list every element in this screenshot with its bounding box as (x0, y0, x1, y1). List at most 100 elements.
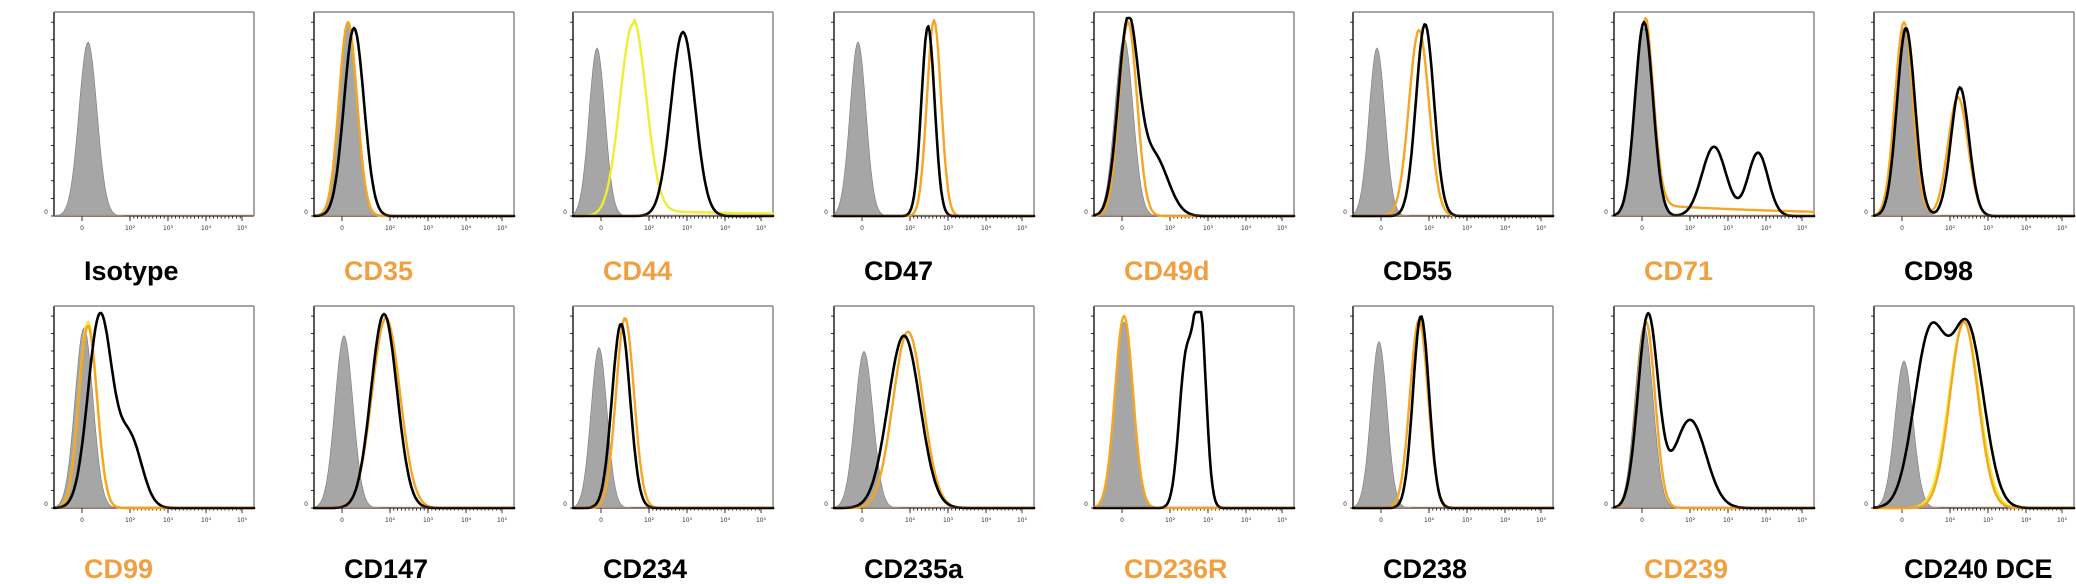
isotype-histogram (53, 41, 254, 217)
x-tick-label: 0 (1640, 517, 1644, 524)
panel-label: CD49d (1124, 256, 1210, 286)
x-tick-label: 10⁴ (2021, 517, 2032, 524)
x-tick-label: 10⁴ (720, 517, 731, 524)
black-histogram-curve (571, 30, 775, 218)
black-histogram-curve (1872, 317, 2076, 510)
black-histogram-curve (1612, 20, 1816, 218)
histogram-panel-cd234: 0 10² 10³ 10⁴ 10⁵ 0 CD234 (563, 305, 775, 584)
x-tick-label: 10³ (1723, 225, 1734, 232)
panel-label: CD98 (1904, 256, 1973, 286)
y-tick-label: 0 (1343, 501, 1347, 508)
x-tick-label: 0 (1379, 225, 1383, 232)
histogram-panel-cd239: 0 10² 10³ 10⁴ 10⁵ 0 CD239 (1604, 305, 1816, 584)
histogram-panel-cd235a: 0 10² 10³ 10⁴ 10⁵ 0 CD235a (824, 305, 1036, 584)
x-tick-label: 10⁵ (237, 225, 248, 232)
histogram-panel-cd236r: 0 10² 10³ 10⁴ 10⁵ 0 CD236R (1084, 305, 1296, 584)
x-tick-label: 10² (905, 225, 916, 232)
x-tick-label: 10² (905, 517, 916, 524)
x-tick-label: 10⁵ (1277, 225, 1288, 232)
x-tick-label: 10⁴ (1500, 517, 1511, 524)
isotype-histogram (572, 47, 773, 217)
x-tick-label: 10² (1424, 225, 1435, 232)
histogram-panel-cd49d: 0 10² 10³ 10⁴ 10⁵ 0 CD49d (1084, 11, 1296, 286)
x-tick-label: 10³ (943, 225, 954, 232)
black-histogram-curve (1612, 311, 1816, 510)
black-histogram-curve (1092, 310, 1296, 510)
x-tick-label: 10⁴ (461, 517, 472, 524)
panel-label: CD240 DCE (1904, 554, 2053, 584)
x-tick-label: 10⁵ (756, 517, 767, 524)
panel-label: CD55 (1383, 256, 1452, 286)
x-tick-label: 10⁴ (201, 517, 212, 524)
x-tick-label: 10⁵ (1277, 517, 1288, 524)
panel-label: CD236R (1124, 554, 1228, 584)
y-tick-label: 0 (304, 501, 308, 508)
panel-label: CD47 (864, 256, 933, 286)
histogram-panel-cd35: 0 10² 10³ 10⁴ 10⁵ 0 CD35 (304, 11, 516, 286)
histogram-panel-cd98: 0 10² 10³ 10⁴ 10⁵ 0 CD98 (1864, 11, 2076, 286)
isotype-histogram (1352, 341, 1553, 509)
y-tick-label: 0 (1604, 209, 1608, 216)
x-tick-label: 10² (125, 225, 136, 232)
x-tick-label: 10⁵ (1536, 225, 1547, 232)
x-tick-label: 0 (860, 225, 864, 232)
x-tick-label: 10³ (1983, 517, 1994, 524)
black-histogram-curve (1351, 23, 1555, 218)
panel-label: CD35 (344, 256, 413, 286)
y-tick-label: 0 (563, 501, 567, 508)
black-histogram-curve (52, 311, 256, 510)
x-tick-label: 10³ (423, 517, 434, 524)
x-tick-label: 10² (1165, 225, 1176, 232)
x-tick-label: 0 (340, 517, 344, 524)
x-tick-label: 10⁴ (720, 225, 731, 232)
x-tick-label: 10³ (1723, 517, 1734, 524)
isotype-histogram (1613, 27, 1814, 217)
x-tick-label: 10³ (1203, 225, 1214, 232)
x-tick-label: 10⁴ (1241, 517, 1252, 524)
y-tick-label: 0 (1864, 501, 1868, 508)
x-tick-label: 10⁵ (1017, 517, 1028, 524)
x-tick-label: 0 (1900, 225, 1904, 232)
x-tick-label: 10⁴ (1500, 225, 1511, 232)
black-histogram-curve (832, 334, 1036, 510)
histogram-panel-cd55: 0 10² 10³ 10⁴ 10⁵ 0 CD55 (1343, 11, 1555, 286)
y-tick-label: 0 (1604, 501, 1608, 508)
x-tick-label: 10² (1685, 517, 1696, 524)
x-tick-label: 0 (599, 225, 603, 232)
x-tick-label: 0 (80, 225, 84, 232)
x-tick-label: 10⁴ (461, 225, 472, 232)
x-tick-label: 0 (1900, 517, 1904, 524)
x-tick-label: 10³ (1462, 225, 1473, 232)
x-tick-label: 10⁵ (2057, 517, 2068, 524)
y-tick-label: 0 (1343, 209, 1347, 216)
x-tick-label: 10⁴ (1761, 225, 1772, 232)
x-tick-label: 10⁵ (2057, 225, 2068, 232)
x-tick-label: 10⁵ (1017, 225, 1028, 232)
x-tick-label: 10² (1685, 225, 1696, 232)
x-tick-label: 10³ (1983, 225, 1994, 232)
black-histogram-curve (312, 26, 516, 218)
y-tick-label: 0 (563, 209, 567, 216)
y-tick-label: 0 (1864, 209, 1868, 216)
y-tick-label: 0 (1084, 209, 1088, 216)
isotype-histogram (833, 350, 1034, 509)
panel-label: CD44 (603, 256, 672, 286)
x-tick-label: 10² (1424, 517, 1435, 524)
x-tick-label: 10³ (943, 517, 954, 524)
y-tick-label: 0 (1084, 501, 1088, 508)
isotype-histogram (1093, 321, 1294, 509)
x-tick-label: 0 (1120, 517, 1124, 524)
histogram-panel-cd147: 0 10² 10³ 10⁴ 10⁵ 0 CD147 (304, 305, 516, 584)
x-tick-label: 10⁴ (201, 225, 212, 232)
x-tick-label: 10⁴ (1241, 225, 1252, 232)
panel-label: CD147 (344, 554, 428, 584)
panel-label: CD99 (84, 554, 153, 584)
panel-label: CD239 (1644, 554, 1728, 584)
panel-label: CD235a (864, 554, 964, 584)
x-tick-label: 10⁵ (497, 225, 508, 232)
x-tick-label: 10⁴ (981, 517, 992, 524)
histogram-panel-cd240-dce: 0 10² 10³ 10⁴ 10⁵ 0 CD240 DCE (1864, 305, 2076, 584)
black-histogram-curve (571, 322, 775, 510)
y-tick-label: 0 (44, 209, 48, 216)
x-tick-label: 10³ (682, 517, 693, 524)
